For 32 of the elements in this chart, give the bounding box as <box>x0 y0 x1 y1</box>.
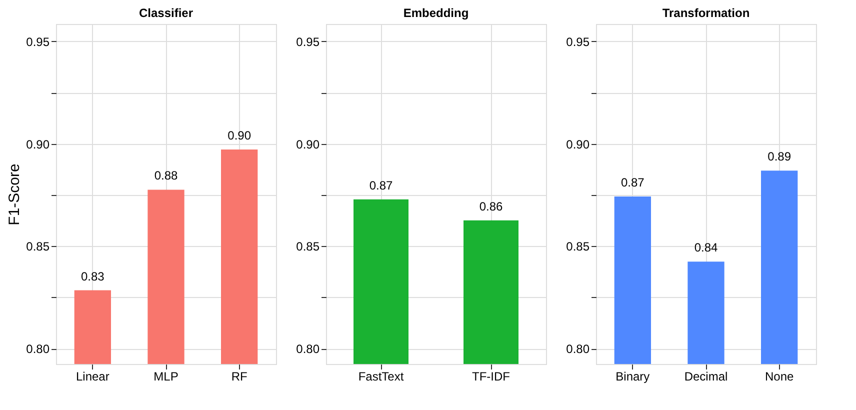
data-label: 0.88 <box>154 168 178 183</box>
x-tick-label: None <box>764 370 794 384</box>
y-tick-label: 0.95 <box>296 34 320 49</box>
data-label: 0.87 <box>369 178 393 192</box>
y-tick-label: 0.95 <box>26 34 50 49</box>
x-tick-label: MLP <box>154 370 178 384</box>
data-label: 0.86 <box>479 199 503 214</box>
y-tick-label: 0.85 <box>566 240 590 254</box>
data-label: 0.84 <box>694 240 718 255</box>
x-tick-label: FastText <box>358 370 404 384</box>
y-axis-title: F1-Score <box>6 164 24 226</box>
chart-title: Transformation <box>662 6 750 20</box>
y-tick-label: 0.85 <box>296 240 320 254</box>
x-tick-label: Decimal <box>684 370 728 384</box>
y-tick-label: 0.90 <box>566 137 590 152</box>
y-tick-label: 0.80 <box>26 342 50 356</box>
data-label: 0.89 <box>768 150 792 164</box>
chart-title: Classifier <box>138 6 194 20</box>
x-tick-label: TF-IDF <box>472 370 510 384</box>
data-label: 0.83 <box>80 269 105 284</box>
y-tick-label: 0.90 <box>296 137 320 152</box>
y-tick-label: 0.85 <box>26 240 50 254</box>
x-tick-label: RF <box>231 370 248 384</box>
y-tick-label: 0.80 <box>296 342 320 356</box>
data-label: 0.87 <box>620 175 645 190</box>
y-tick-label: 0.90 <box>26 137 50 152</box>
y-tick-label: 0.80 <box>566 342 590 356</box>
x-tick-label: Binary <box>616 370 650 384</box>
data-label: 0.90 <box>228 128 252 143</box>
y-tick-label: 0.95 <box>566 34 590 49</box>
chart-title: Embedding <box>403 6 469 20</box>
x-tick-label: Linear <box>76 370 110 384</box>
